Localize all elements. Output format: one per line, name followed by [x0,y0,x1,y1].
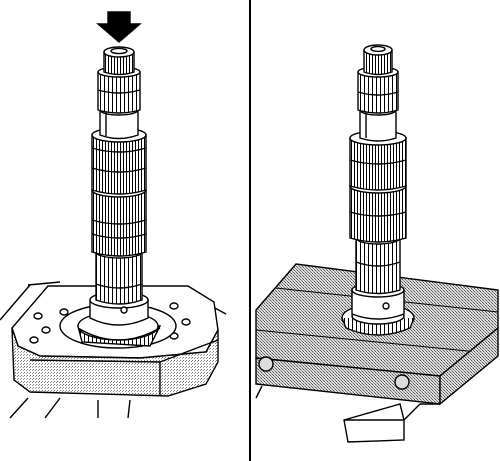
shaft-gear-middle [92,190,146,256]
press-direction-arrow [98,12,140,42]
shaft-gear-upper [92,135,146,194]
right-panel [256,45,498,442]
left-panel [0,12,226,418]
shaft-spline-lower [96,252,142,304]
support-foot [344,404,404,442]
